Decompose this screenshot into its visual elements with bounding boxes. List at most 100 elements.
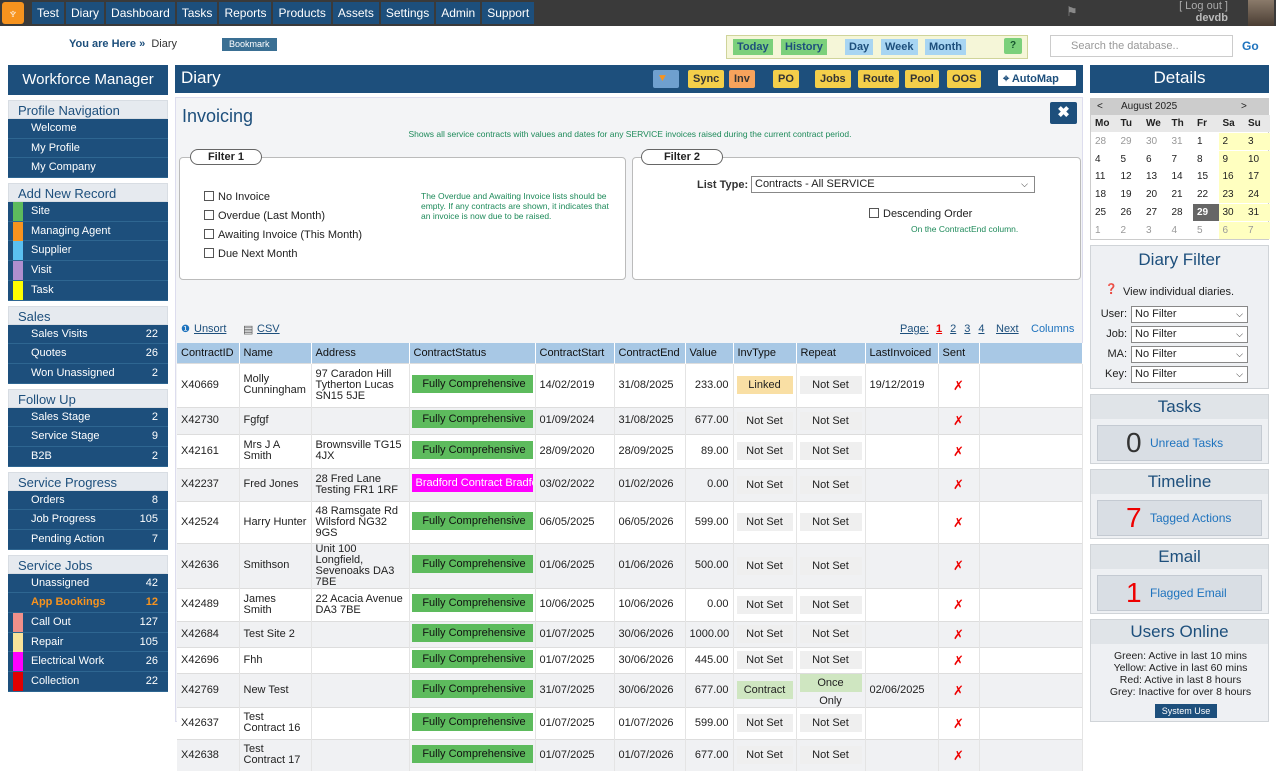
calendar-day[interactable]: 10 (1244, 150, 1270, 168)
calendar-next-button[interactable]: > (1241, 101, 1247, 112)
cell-contract-id[interactable]: X42637 (177, 706, 240, 739)
inv-type-badge[interactable]: Not Set (736, 746, 793, 765)
sidebar-item-collection[interactable]: Collection 22 (8, 672, 168, 692)
column-header-contractstatus[interactable]: ContractStatus (409, 343, 536, 363)
page-3-link[interactable]: 3 (964, 323, 971, 335)
calendar-day[interactable]: 23 (1218, 186, 1244, 204)
filter-no-invoice-checkbox[interactable]: No Invoice (204, 191, 270, 203)
view-week-button[interactable]: Week (881, 39, 918, 55)
filter-key-select[interactable]: No Filter ⌵ (1131, 366, 1248, 383)
sidebar-item-electrical-work[interactable]: Electrical Work 26 (8, 652, 168, 673)
inv-type-badge[interactable]: Contract (736, 681, 793, 699)
jobs-button[interactable]: Jobs (815, 70, 851, 88)
calendar-day[interactable]: 8 (1197, 153, 1203, 165)
calendar-day[interactable]: 21 (1171, 189, 1183, 201)
sidebar-item-sales-visits[interactable]: Sales Visits 22 (8, 324, 168, 345)
calendar-day[interactable]: 28 (1171, 207, 1183, 218)
table-row[interactable]: X42636 Smithson Unit 100 Longfield, Seveno… (177, 542, 1083, 588)
sidebar-item-unassigned[interactable]: Unassigned 42 (8, 573, 168, 594)
page-2-link[interactable]: 2 (950, 323, 957, 335)
csv-link[interactable]: CSV (257, 323, 280, 335)
route-button[interactable]: Route (858, 70, 900, 88)
calendar-day[interactable]: 30 (1146, 135, 1158, 147)
columns-link[interactable]: Columns (1031, 323, 1075, 335)
inv-type-badge[interactable]: Not Set (736, 442, 793, 460)
calendar-day[interactable]: 31 (1244, 204, 1270, 222)
table-row[interactable]: X42769 New Test Fully Comprehensive 31/07/2… (177, 672, 1083, 707)
cell-contract-id[interactable]: X40669 (177, 362, 240, 407)
view-month-button[interactable]: Month (925, 39, 966, 55)
nav-item-settings[interactable]: Settings (380, 2, 435, 24)
calendar-day[interactable]: 7 (1171, 153, 1178, 165)
repeat-badge[interactable]: Not Set (799, 411, 862, 430)
cell-contract-id[interactable]: X42237 (177, 467, 240, 501)
table-row[interactable]: X40669 Molly Cunningham 97 Caradon Hill Ty… (177, 362, 1083, 407)
table-row[interactable]: X42730 Fgfgf Fully Comprehensive 01/09/2024… (177, 406, 1083, 434)
sidebar-item-app-bookings[interactable]: App Bookings 12 (8, 593, 168, 614)
cell-contract-id[interactable]: X42636 (177, 542, 240, 588)
cell-contract-id[interactable]: X42684 (177, 620, 240, 647)
calendar-day[interactable]: 15 (1197, 171, 1209, 183)
calendar-day[interactable]: 14 (1171, 171, 1183, 183)
filter-due-next-month-checkbox[interactable]: Due Next Month (204, 248, 297, 260)
map-pin-icon[interactable]: ⯆ (653, 70, 679, 88)
inv-type-badge[interactable]: Linked (736, 376, 793, 394)
repeat-badge[interactable]: Not Set (799, 651, 862, 669)
column-header-name[interactable]: Name (239, 343, 312, 363)
table-row[interactable]: X42684 Test Site 2 Fully Comprehensive 01/0… (177, 620, 1083, 647)
sidebar-item-quotes[interactable]: Quotes 26 (8, 344, 168, 364)
descending-order-checkbox[interactable]: Descending Order (869, 208, 972, 220)
sidebar-item-sales-stage[interactable]: Sales Stage 2 (8, 407, 168, 428)
automap-button[interactable]: ⌖ AutoMap (997, 69, 1077, 87)
search-go-button[interactable]: Go (1242, 39, 1259, 53)
tagged-actions-link[interactable]: Tagged Actions (1150, 511, 1232, 525)
nav-item-assets[interactable]: Assets (332, 2, 379, 24)
table-row[interactable]: X42237 Fred Jones 28 Fred Lane Testing FR1… (177, 467, 1083, 501)
inv-type-badge[interactable]: Not Set (736, 475, 793, 494)
column-header-lastinvoiced[interactable]: LastInvoiced (865, 343, 939, 363)
nav-item-diary[interactable]: Diary (66, 2, 105, 24)
nav-item-products[interactable]: Products (273, 2, 331, 24)
nav-item-dashboard[interactable]: Dashboard (106, 2, 175, 24)
calendar-day[interactable]: 12 (1120, 171, 1132, 183)
repeat-badge[interactable]: Not Set (799, 513, 862, 531)
calendar-day[interactable]: 3 (1244, 132, 1270, 151)
inv-type-badge[interactable]: Not Set (736, 625, 793, 643)
column-header-value[interactable]: Value (685, 343, 734, 363)
calendar-day[interactable]: 5 (1197, 224, 1203, 236)
sidebar-item-job-progress[interactable]: Job Progress 105 (8, 510, 168, 530)
column-header-contractend[interactable]: ContractEnd (614, 343, 686, 363)
page-1-link[interactable]: 1 (936, 323, 943, 335)
po-button[interactable]: PO (773, 70, 799, 88)
column-header-contractid[interactable]: ContractID (177, 343, 240, 363)
sidebar-item-service-stage[interactable]: Service Stage 9 (8, 427, 168, 447)
inv-button[interactable]: Inv (729, 70, 755, 88)
sidebar-item-visit[interactable]: Visit (8, 261, 168, 281)
sidebar-item-task[interactable]: Task (8, 280, 168, 301)
repeat-badge[interactable]: Not Set (799, 376, 862, 394)
view-today-button[interactable]: Today (733, 39, 773, 55)
calendar-day[interactable]: 19 (1120, 189, 1132, 201)
table-row[interactable]: X42638 Test Contract 17 Fully Comprehensiv… (177, 738, 1083, 771)
page-4-link[interactable]: 4 (978, 323, 985, 335)
sidebar-item-managing-agent[interactable]: Managing Agent (8, 221, 168, 242)
calendar-day[interactable]: 4 (1095, 153, 1101, 165)
calendar-day[interactable]: 31 (1171, 135, 1183, 147)
column-header-sent[interactable]: Sent (938, 343, 980, 363)
filter-user-select[interactable]: No Filter ⌵ (1131, 306, 1248, 323)
inv-type-badge[interactable]: Not Set (736, 411, 793, 430)
nav-item-reports[interactable]: Reports (219, 2, 272, 24)
calendar-day[interactable]: 17 (1244, 168, 1270, 186)
calendar-day[interactable]: 26 (1120, 207, 1132, 218)
nav-item-admin[interactable]: Admin (436, 2, 481, 24)
calendar-day[interactable]: 25 (1095, 207, 1107, 218)
table-row[interactable]: X42524 Harry Hunter 48 Ramsgate Rd Wilsfor… (177, 500, 1083, 543)
calendar-day[interactable]: 1 (1197, 135, 1203, 147)
sidebar-item-welcome[interactable]: Welcome (8, 119, 168, 139)
unsort-link[interactable]: Unsort (194, 323, 227, 335)
repeat-badge[interactable]: Not Set (799, 595, 862, 614)
table-row[interactable]: X42696 Fhh Fully Comprehensive 01/07/2025 30… (177, 646, 1083, 673)
column-header-contractstart[interactable]: ContractStart (535, 343, 615, 363)
calendar-day[interactable]: 29 (1120, 135, 1132, 147)
filter-job-select[interactable]: No Filter ⌵ (1131, 326, 1248, 343)
